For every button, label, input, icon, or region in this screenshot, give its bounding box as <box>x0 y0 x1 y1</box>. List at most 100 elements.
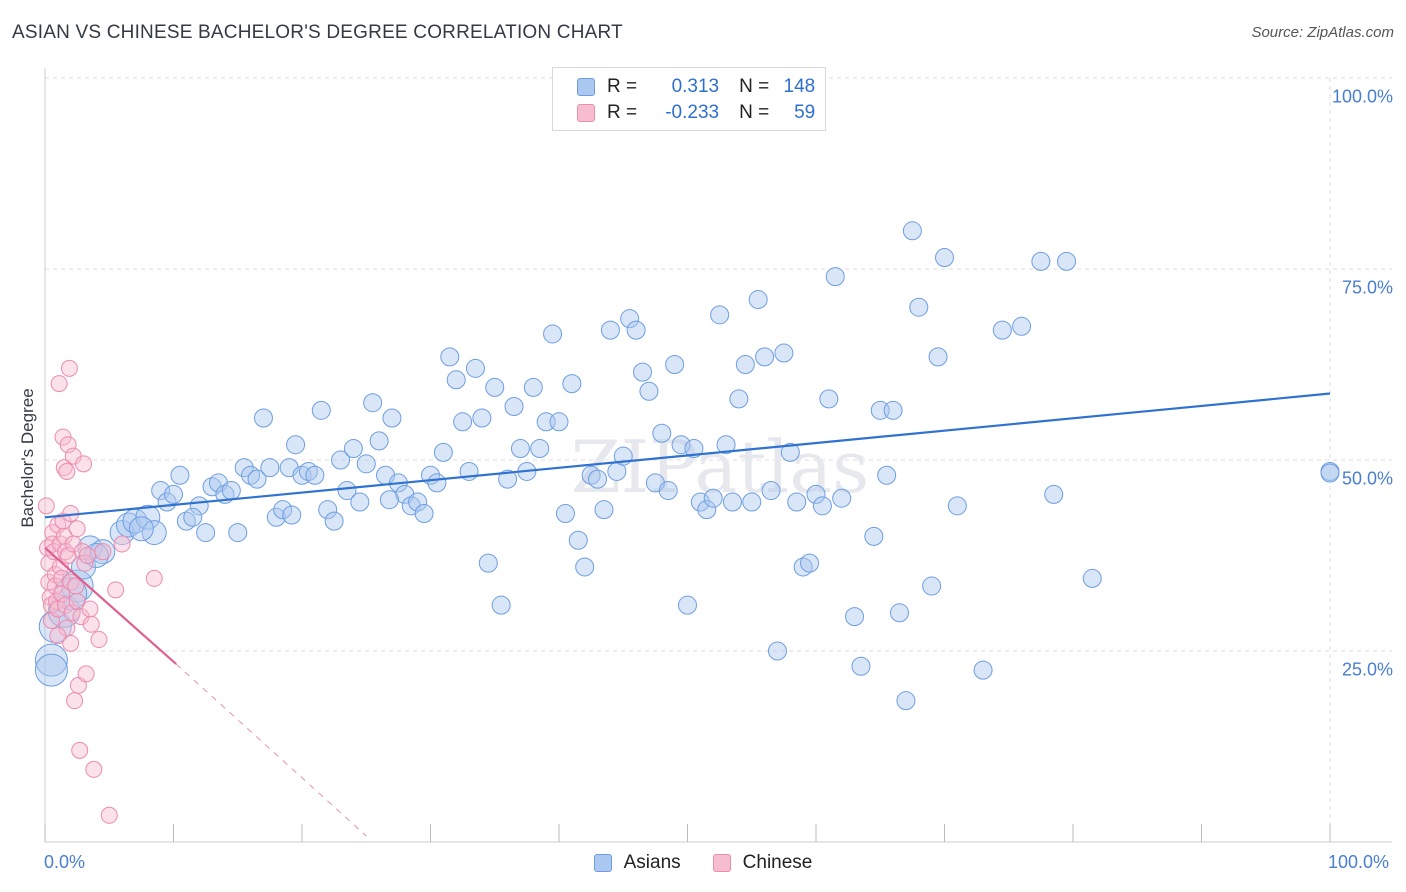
asians-point <box>465 358 485 378</box>
chinese-point <box>58 462 76 480</box>
chinese-point <box>62 634 80 652</box>
series-legend: Asians Chinese <box>0 852 1406 874</box>
chinese-point <box>68 520 86 538</box>
asians-point <box>38 610 72 644</box>
asians-point <box>382 408 402 428</box>
asians-point <box>350 492 370 512</box>
asians-point <box>286 435 306 455</box>
asians-point <box>369 431 389 451</box>
chinese-point <box>60 359 78 377</box>
asians-point <box>331 450 351 470</box>
chinese-trend-line <box>44 547 177 665</box>
chinese-point <box>71 741 89 759</box>
asians-point <box>253 408 273 428</box>
asians-point <box>504 397 524 417</box>
asians-point <box>992 320 1012 340</box>
legend-r-value: 0.313 <box>671 76 720 97</box>
asians-point <box>806 484 826 504</box>
asians-point <box>356 454 376 474</box>
asians-point <box>922 576 942 596</box>
asians-point <box>832 488 852 508</box>
chinese-point <box>53 585 71 603</box>
asians-point <box>273 500 293 520</box>
asians-point <box>562 374 582 394</box>
legend-n-label: N = <box>739 102 770 123</box>
chinese-point <box>82 615 100 633</box>
legend-row-asians: R = 0.313 N = 148 <box>577 75 815 99</box>
asians-point <box>864 526 884 546</box>
asians-point <box>343 439 363 459</box>
asians-point <box>170 465 190 485</box>
asians-point <box>594 500 614 520</box>
asians-point <box>877 465 897 485</box>
asians-point <box>282 505 302 525</box>
asians-point <box>890 603 910 623</box>
asians-point <box>825 267 845 287</box>
asians-point <box>128 516 154 542</box>
asians-point <box>665 355 685 374</box>
asians-point <box>221 481 241 501</box>
asians-point <box>311 400 331 420</box>
watermark: ZIPatlas <box>571 425 869 509</box>
asians-point <box>678 595 697 615</box>
asians-point <box>1012 316 1032 336</box>
asians-point <box>812 496 832 516</box>
asians-point <box>722 492 742 512</box>
asians-point <box>324 511 344 531</box>
asians-point <box>337 481 357 501</box>
legend-n-value: 148 <box>783 76 816 97</box>
asians-point <box>761 481 781 501</box>
asians-point <box>652 423 672 443</box>
legend-r-label: R = <box>607 102 638 123</box>
x-tick-label-min: 0.0% <box>44 852 86 872</box>
chinese-point <box>53 569 71 587</box>
asians-point <box>735 355 755 374</box>
asians-point <box>671 435 691 455</box>
asians-point <box>748 290 768 310</box>
asians-point <box>588 469 608 489</box>
legend-n-label: N = <box>739 76 770 97</box>
legend-n-value: 59 <box>794 102 816 123</box>
asians-point <box>947 496 967 516</box>
asians-point <box>896 691 916 711</box>
legend-item-asians[interactable]: Asians <box>593 852 681 874</box>
asians-point <box>196 523 216 543</box>
asians-point <box>530 439 550 459</box>
asians-point <box>928 347 948 367</box>
asians-point <box>34 653 68 687</box>
legend-item-chinese[interactable]: Chinese <box>712 852 812 874</box>
asians-point <box>909 297 929 317</box>
chinese-point <box>78 547 96 564</box>
asians-point <box>305 465 325 485</box>
asians-point <box>549 412 569 432</box>
asians-point <box>446 370 466 390</box>
chinese-point <box>85 760 103 778</box>
chinese-trend-extension <box>175 663 367 837</box>
chinese-point <box>81 600 99 618</box>
asians-point <box>703 488 723 508</box>
asians-point <box>1082 568 1102 588</box>
asians-point <box>183 507 203 527</box>
asians-point <box>498 469 518 489</box>
chinese-swatch <box>577 104 595 122</box>
asians-point <box>408 492 428 512</box>
y-tick-label-50: 50.0% <box>1341 468 1393 489</box>
asians-point <box>1044 484 1064 504</box>
asians-point <box>472 408 492 428</box>
asians-point <box>787 492 807 512</box>
asians-point <box>742 492 762 512</box>
chinese-point <box>94 543 112 561</box>
asians-point <box>639 381 659 401</box>
asians-point <box>800 553 820 573</box>
asians-point <box>510 439 530 459</box>
legend-r-label: R = <box>607 76 638 97</box>
asians-point <box>234 458 254 478</box>
legend-label-asians: Asians <box>623 852 681 873</box>
chart-title: ASIAN VS CHINESE BACHELOR'S DEGREE CORRE… <box>12 22 623 43</box>
asians-point <box>164 484 183 504</box>
asians-point <box>433 442 453 462</box>
asians-point <box>1057 251 1077 271</box>
stats-legend: R = 0.313 N = 148 R = -0.233 N = 59 <box>552 67 826 131</box>
asians-point <box>819 389 839 409</box>
